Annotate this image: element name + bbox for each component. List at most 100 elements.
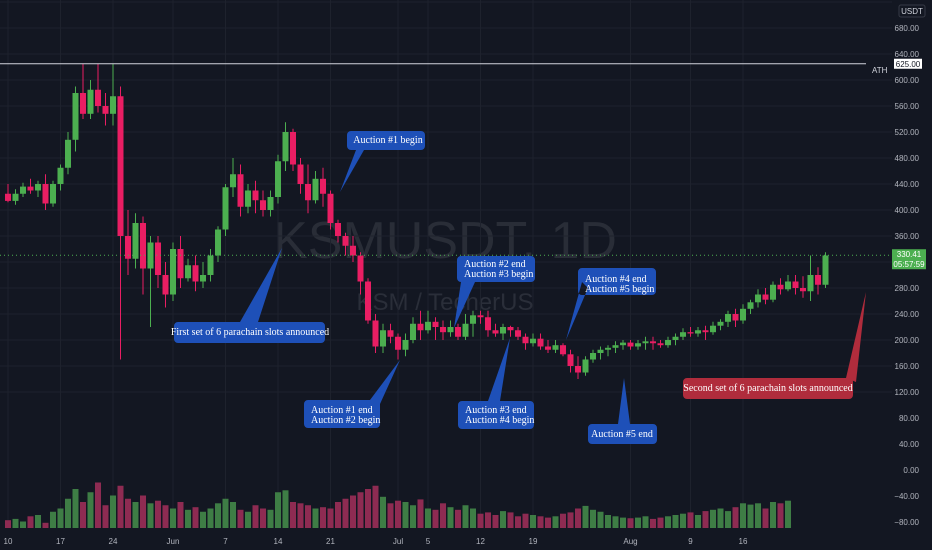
volume-bar	[762, 508, 769, 528]
volume-bar	[20, 521, 26, 528]
volume-tick-label: 40.00	[899, 440, 920, 449]
volume-bar	[590, 509, 596, 528]
volume-bar	[552, 516, 559, 528]
candle-body	[582, 359, 589, 373]
volume-bar	[305, 505, 311, 528]
volume-bar	[447, 507, 454, 528]
candle-body	[222, 187, 229, 230]
volume-tick-label: −80.00	[894, 518, 919, 527]
volume-bar	[492, 515, 499, 528]
ath-price-text: 625.00	[896, 60, 921, 69]
annotation-text: Second set of 6 parachain slots announce…	[683, 383, 852, 394]
time-tick-label: 19	[529, 537, 538, 546]
annotation-text: Auction #1 end	[311, 405, 373, 416]
annotation-auction2-end-auction3-begin[interactable]: Auction #2 end Auction #3 begin	[454, 256, 535, 328]
candle-body	[125, 236, 131, 259]
volume-bar	[515, 516, 521, 528]
candle-body	[80, 93, 86, 114]
volume-bar	[185, 509, 191, 528]
candle-body	[755, 294, 761, 303]
candle-body	[380, 330, 386, 347]
candle-body	[327, 193, 334, 223]
candle-body	[20, 186, 26, 194]
volume-bar	[110, 495, 116, 528]
candle-body	[267, 197, 274, 210]
volume-bar	[102, 505, 109, 528]
volume-bar	[35, 515, 41, 528]
symbol-watermark: KSMUSDT, 1D	[273, 212, 617, 270]
candle-body	[372, 320, 379, 347]
annotation-auction1-end-auction2-begin[interactable]: Auction #1 end Auction #2 begin	[304, 360, 400, 428]
candle-body	[357, 255, 364, 282]
candle-body	[12, 193, 19, 201]
candle-body	[605, 347, 611, 350]
candle-body	[177, 249, 184, 279]
volume-bar	[380, 496, 386, 528]
candle-body	[762, 294, 769, 300]
volume-bar	[702, 511, 709, 528]
volume-bar	[440, 503, 446, 528]
volume-tick-label: 80.00	[899, 414, 920, 423]
volume-bar	[500, 511, 506, 528]
candle-body	[687, 332, 694, 334]
candle-body	[110, 96, 116, 114]
volume-bar	[387, 503, 394, 528]
candle-body	[462, 323, 469, 337]
currency-badge[interactable]	[898, 4, 926, 18]
annotation-auction5-end[interactable]: Auction #5 end	[588, 378, 657, 444]
volume-bar	[342, 498, 349, 528]
candle-body	[792, 281, 799, 288]
volume-bar	[365, 489, 371, 528]
candle-body	[252, 190, 259, 201]
volume-bar	[80, 502, 86, 528]
candle-series[interactable]	[5, 63, 829, 379]
price-axis[interactable]: 120.00160.00200.00240.00280.00320.00360.…	[895, 24, 920, 397]
volume-bar	[605, 515, 611, 528]
volume-bar	[537, 516, 544, 528]
volume-bar	[275, 492, 281, 528]
volume-bar	[687, 512, 694, 528]
volume-bar	[147, 503, 154, 528]
volume-tick-label: 0.00	[903, 466, 919, 475]
volume-bar	[57, 508, 64, 528]
annotation-second-set[interactable]: Second set of 6 parachain slots announce…	[683, 292, 866, 399]
grid-lines	[0, 0, 892, 528]
volume-bar	[125, 498, 131, 528]
time-tick-label: Jul	[393, 537, 403, 546]
volume-bar	[575, 508, 581, 528]
volume-bar	[732, 507, 739, 528]
candle-body	[777, 284, 784, 290]
volume-bar	[170, 508, 176, 528]
volume-bar	[657, 517, 664, 528]
volume-bar	[612, 516, 619, 528]
candle-body	[35, 184, 41, 191]
annotation-text: Auction #1 begin	[353, 135, 422, 146]
candle-body	[807, 275, 814, 292]
candle-body	[470, 315, 476, 324]
volume-bar	[155, 500, 161, 528]
candle-body	[627, 342, 634, 347]
annotation-auction1-begin[interactable]: Auction #1 begin	[340, 131, 425, 192]
volume-bar	[5, 520, 11, 528]
candle-body	[237, 174, 244, 207]
annotation-first-set[interactable]: First set of 6 parachain slots announced	[171, 248, 329, 343]
volume-bar	[50, 511, 56, 528]
last-price-text: 330.41	[897, 250, 922, 259]
annotation-auction4-end-auction5-begin[interactable]: Auction #4 end Auction #5 begin	[566, 268, 656, 340]
volume-bar	[560, 513, 566, 528]
time-axis[interactable]: 10 17 24 Jun 7 14 21 Jul 5 12 19 Aug 9 16	[4, 537, 748, 546]
candle-body	[800, 288, 806, 292]
last-price-badge	[892, 249, 926, 270]
volume-bar	[417, 499, 424, 528]
candle-body	[170, 249, 176, 295]
volume-bar	[132, 502, 139, 528]
candle-body	[522, 336, 529, 344]
annotation-auction3-end-auction4-begin[interactable]: Auction #3 end Auction #4 begin	[458, 338, 534, 429]
candle-body	[320, 178, 326, 194]
candle-body	[620, 342, 626, 346]
price-tick-label: 120.00	[895, 388, 920, 397]
candle-body	[155, 242, 161, 275]
volume-bar	[222, 498, 229, 528]
candle-body	[650, 341, 656, 344]
